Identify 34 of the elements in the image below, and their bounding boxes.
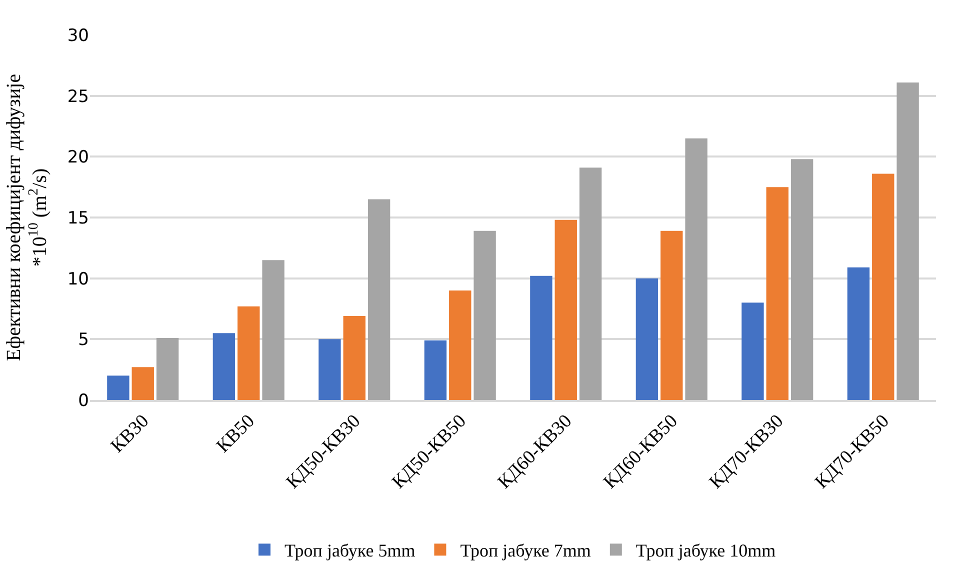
legend-label: Троп јабуке 5mm xyxy=(284,540,416,561)
bar xyxy=(156,338,179,400)
y-tick-label: 0 xyxy=(78,390,89,411)
legend-label: Троп јабуке 10mm xyxy=(636,540,776,561)
bar xyxy=(766,187,788,400)
bar xyxy=(238,306,260,400)
bar xyxy=(107,376,130,400)
bar xyxy=(132,367,154,400)
bar xyxy=(685,138,708,400)
bar xyxy=(212,333,236,400)
legend-label: Троп јабуке 7mm xyxy=(460,540,591,561)
bar xyxy=(530,276,552,400)
bar xyxy=(847,267,870,400)
bar xyxy=(262,260,284,400)
bar xyxy=(872,174,894,400)
y-tick-label: 25 xyxy=(67,86,89,107)
y-tick-label: 15 xyxy=(67,208,89,228)
bar xyxy=(790,159,814,400)
bar xyxy=(449,290,472,400)
bar xyxy=(742,302,764,400)
bar xyxy=(474,230,496,400)
bar xyxy=(896,82,919,400)
bar xyxy=(343,316,366,400)
bar xyxy=(636,278,658,400)
bar xyxy=(579,168,602,400)
bar xyxy=(318,339,341,400)
y-tick-label: 10 xyxy=(67,269,89,290)
bar xyxy=(368,199,390,400)
y-tick-label: 5 xyxy=(78,330,89,350)
y-tick-label: 30 xyxy=(67,26,89,46)
y-tick-label: 20 xyxy=(67,148,89,168)
bar xyxy=(660,230,683,400)
bar xyxy=(554,220,577,400)
bar xyxy=(424,340,447,400)
